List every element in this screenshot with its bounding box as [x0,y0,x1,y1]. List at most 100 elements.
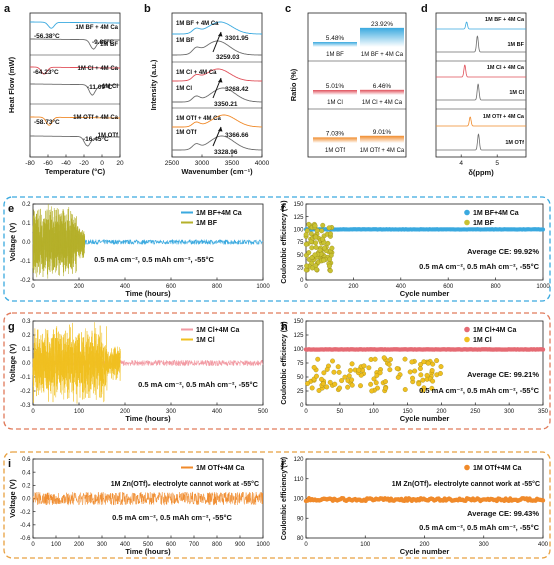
x-tick-label: 200 [120,409,131,415]
ce-point [303,267,309,273]
ce-point [402,387,408,392]
series-name: 1M Cl [509,90,524,96]
legend-label: 1M Cl+4M Ca [196,327,239,334]
nmr-curve [435,133,526,151]
ce-point [386,361,392,367]
x-tick-label: 300 [504,409,515,415]
y-tick-label: 0.0 [22,240,31,246]
ce-point [346,373,352,379]
panel-letter: d [421,3,428,15]
dsc-curve [29,116,120,126]
x-tick-label: 400 [396,284,407,290]
y-tick-label: 150 [293,202,304,208]
peak-label: 3350.21 [214,101,238,108]
legend-label: 1M BF [196,220,218,227]
x-tick-label: 900 [235,542,246,548]
series-name: 1M BF [176,38,194,44]
ce-point [308,231,314,237]
ce-point [366,365,372,371]
ce-point [349,382,355,388]
ce-point [311,364,317,370]
series-name: 1M Cl [102,84,118,90]
average-ce-text: Average CE: 99.21% [467,370,539,379]
x-axis-title: Temperature (°C) [45,167,106,176]
x-tick-label: 350 [538,409,549,415]
x-tick-label: 0 [31,409,35,415]
bar-value-label: 5.01% [326,83,345,90]
y-tick-label: 0 [300,278,304,284]
ce-point [329,245,335,251]
ce-point [377,370,383,376]
x-tick-label: 600 [166,542,177,548]
bar-value-label: 7.03% [326,130,345,137]
y-tick-label: -0.1 [20,259,31,265]
ce-point [339,378,345,384]
panel-letter: i [8,458,11,470]
ce-point [309,265,315,271]
y-tick-label: -0.3 [20,403,31,409]
series-name: 1M OTf + 4M Ca [176,116,222,122]
shift-arrow-head [218,32,223,37]
y-tick-label: 100 [293,228,304,234]
ce-point [345,384,351,390]
ce-point [319,228,325,234]
x-tick-label: 100 [360,542,371,548]
y-tick-label: 0.1 [22,347,31,353]
ce-point [321,370,327,376]
ce-point [328,231,333,237]
legend-label: 1M Cl [473,337,492,344]
y-axis-title: Heat Flow (mW) [7,56,16,113]
ce-point [381,355,387,361]
x-tick-label: 0 [304,542,308,548]
y-tick-label: 50 [297,253,304,259]
peak-label: 3259.03 [216,54,240,61]
ce-point [429,385,435,391]
dsc-curve [29,21,120,29]
ce-point [312,223,318,229]
y-tick-label: 0.4 [22,470,31,476]
legend-label: 1M OTf+4M Ca [473,465,522,472]
ce-point [313,234,319,240]
legend-swatch [464,209,470,216]
x-tick-label: 600 [166,284,177,290]
ce-point [374,372,380,378]
y-tick-label: 100 [293,347,304,353]
ce-point [410,375,415,381]
x-tick-label: 500 [258,409,269,415]
ce-point [421,359,427,365]
bar-category-label: 1M BF [326,52,344,58]
y-axis-title: Coulombic efficiency (%) [281,457,288,540]
ce-point [394,366,400,371]
ce-point [438,364,444,370]
y-tick-label: 25 [297,389,304,395]
x-tick-label: 50 [337,409,344,415]
series-name: 1M Cl + 4M Ca [77,66,118,72]
x-axis-title: Cycle number [400,289,450,298]
legend-label: 1M BF+4M Ca [196,210,242,217]
y-tick-label: 0.0 [22,497,31,503]
ce-point [335,364,341,370]
ce-point [303,232,309,238]
ce-point [383,379,388,385]
y-tick-label: -0.6 [20,536,31,542]
x-axis-title: Cycle number [400,414,450,423]
x-axis-title: Time (hours) [125,289,171,298]
ce-point [430,378,436,384]
series-name: 1M OTf [176,130,197,136]
peak-label: -58.73°C [34,118,60,126]
condition-annotation: 0.5 mA cm⁻², 0.5 mAh cm⁻², -55°C [419,523,539,532]
series-name: 1M OTf [98,133,119,139]
x-tick-label: 0 [100,160,104,167]
legend-swatch [464,219,470,226]
y-axis-title: Voltage (V) [8,479,17,518]
y-tick-label: 0.3 [22,319,31,325]
y-tick-label: 125 [293,215,304,221]
bar-value-label: 5.48% [326,35,345,42]
x-tick-label: 400 [120,542,131,548]
panel-letter: e [8,203,14,215]
x-tick-label: 2500 [165,160,180,167]
panel-letter: f [281,203,285,215]
y-axis-title: Voltage (V) [8,343,17,382]
x-tick-label: 200 [348,284,359,290]
average-ce-text: Average CE: 99.43% [467,509,539,518]
